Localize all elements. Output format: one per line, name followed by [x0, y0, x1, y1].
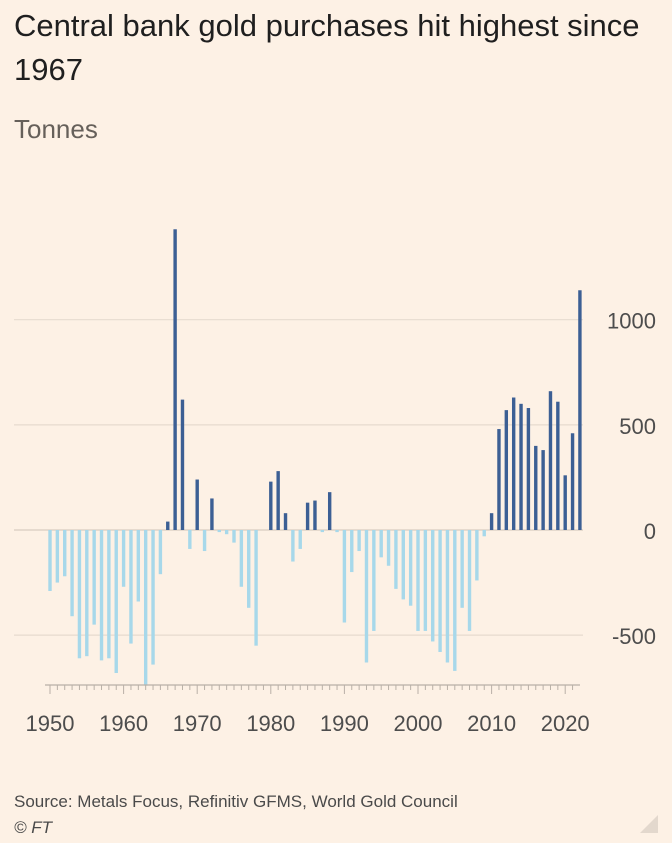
bar [129, 530, 133, 644]
bar [327, 492, 332, 530]
chart-subtitle: Tonnes [14, 114, 98, 144]
bar [342, 530, 347, 623]
y-tick-label: -500 [612, 624, 656, 649]
bar [48, 530, 52, 591]
bar [423, 530, 428, 631]
bar [269, 481, 273, 530]
bar [92, 530, 96, 625]
bar [70, 530, 74, 617]
bar [379, 530, 383, 558]
bar [224, 530, 229, 535]
bar [511, 397, 516, 530]
resize-corner-icon [640, 815, 658, 833]
bar [55, 530, 60, 583]
bar [504, 410, 509, 530]
bar [291, 530, 295, 562]
bar [578, 290, 582, 530]
bar [526, 408, 531, 530]
bar [107, 530, 111, 659]
x-tick-label: 2020 [541, 711, 590, 736]
bar [335, 530, 339, 533]
bar [394, 530, 398, 589]
bar [283, 513, 288, 530]
bar [63, 530, 67, 577]
bar [482, 530, 486, 537]
bar [453, 530, 457, 671]
bar [210, 498, 214, 530]
bar [114, 530, 118, 674]
bar [77, 530, 82, 659]
bar [202, 530, 207, 552]
bar [408, 530, 413, 606]
bar [276, 471, 280, 530]
x-tick-label: 1960 [99, 711, 148, 736]
credit-note: © FT [14, 818, 53, 837]
bar [143, 530, 148, 686]
bar [85, 530, 89, 657]
bar [232, 530, 236, 543]
x-tick-label: 1990 [320, 711, 369, 736]
bar [247, 530, 251, 608]
bar [188, 530, 192, 549]
bar [158, 530, 163, 575]
bar [467, 530, 472, 631]
bar [305, 502, 310, 530]
bar [497, 429, 501, 530]
x-tick-label: 1950 [26, 711, 75, 736]
bar [386, 530, 391, 566]
bar [217, 530, 221, 533]
bar [431, 530, 435, 642]
bar [372, 530, 376, 631]
bar [99, 530, 104, 661]
bar [364, 530, 369, 663]
y-tick-label: 1000 [607, 309, 656, 334]
bar [173, 229, 177, 530]
x-tick-label: 1970 [173, 711, 222, 736]
bar [320, 530, 325, 533]
bar [438, 530, 442, 652]
x-tick-label: 1980 [246, 711, 295, 736]
bar [556, 401, 560, 530]
bar [548, 391, 553, 530]
y-tick-label: 500 [619, 414, 656, 439]
x-tick-label: 2010 [467, 711, 516, 736]
bar [541, 450, 545, 530]
bar [166, 521, 170, 530]
bar [475, 530, 479, 581]
bar [254, 530, 258, 646]
bar [445, 530, 450, 663]
bar [298, 530, 302, 549]
bar [416, 530, 420, 631]
bar [489, 513, 494, 530]
bar [121, 530, 126, 587]
bar [519, 403, 523, 530]
bar [401, 530, 405, 600]
bar [357, 530, 361, 552]
bar [313, 500, 317, 530]
bar [180, 399, 185, 530]
y-tick-label: 0 [644, 519, 656, 544]
bar [460, 530, 464, 608]
chart-title: Central bank gold purchases hit highest … [14, 8, 640, 87]
x-tick-label: 2000 [394, 711, 443, 736]
bar [563, 475, 567, 530]
bar [136, 530, 141, 602]
bar [570, 433, 575, 530]
bar [151, 530, 155, 665]
bar [350, 530, 354, 573]
bar [534, 445, 538, 530]
bar [239, 530, 244, 587]
source-note: Source: Metals Focus, Refinitiv GFMS, Wo… [14, 792, 458, 811]
bar [195, 479, 199, 530]
